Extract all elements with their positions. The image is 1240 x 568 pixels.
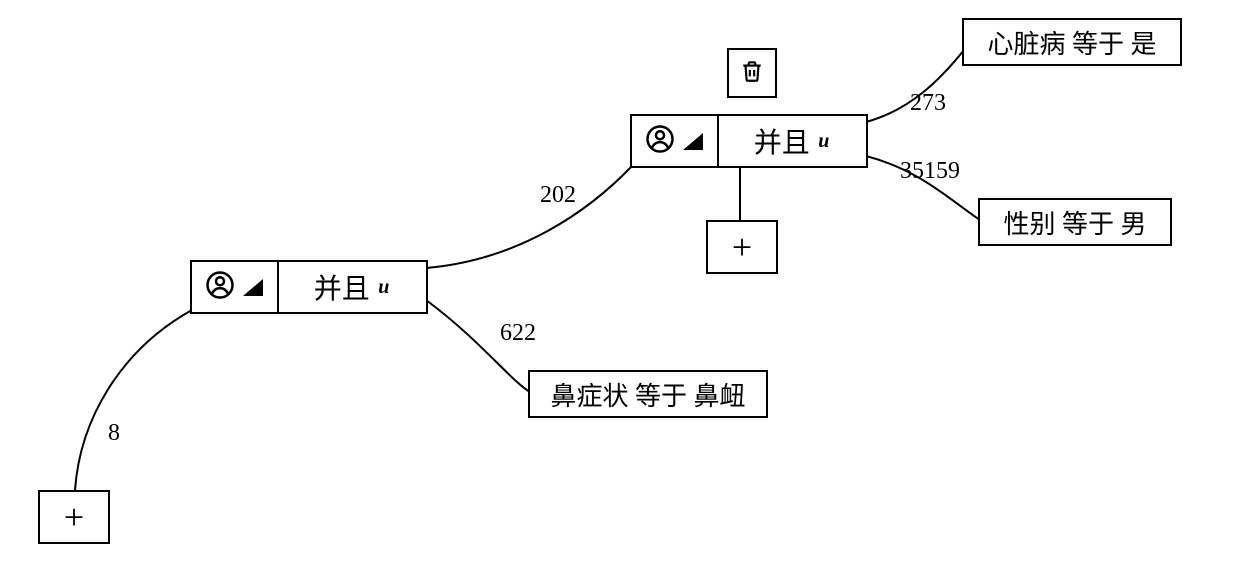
expand-triangle-icon — [683, 133, 703, 150]
add-button[interactable]: + — [706, 220, 778, 274]
operator-node[interactable]: 并且 ᴎ — [190, 260, 428, 314]
edge-label: 273 — [910, 90, 946, 117]
edge — [426, 166, 632, 268]
operator-label-cell: 并且 ᴎ — [279, 262, 426, 312]
edge-label: 202 — [540, 182, 576, 209]
add-button[interactable]: + — [38, 490, 110, 544]
edge-label: 35159 — [900, 158, 960, 185]
plus-icon: + — [732, 229, 752, 265]
bolt-icon: ᴎ — [378, 276, 391, 299]
diagram-canvas: 8 202 622 273 35159 并且 ᴎ 并且 ᴎ + + 鼻症状 等于 鼻衄 心脏病 等于 是… — [0, 0, 1240, 568]
edge-label: 622 — [500, 320, 536, 347]
bolt-icon: ᴎ — [818, 130, 831, 153]
condition-node[interactable]: 鼻症状 等于 鼻衄 — [528, 370, 768, 418]
edges-layer — [0, 0, 1240, 568]
delete-button[interactable] — [727, 48, 777, 98]
operator-icon-cell — [632, 116, 719, 166]
user-icon — [645, 124, 675, 159]
operator-icon-cell — [192, 262, 279, 312]
condition-node[interactable]: 性别 等于 男 — [978, 198, 1172, 246]
user-icon — [205, 270, 235, 305]
operator-label-cell: 并且 ᴎ — [719, 116, 866, 166]
trash-icon — [739, 58, 765, 89]
condition-node[interactable]: 心脏病 等于 是 — [962, 18, 1182, 66]
operator-node[interactable]: 并且 ᴎ — [630, 114, 868, 168]
operator-label: 并且 — [754, 121, 810, 161]
plus-icon: + — [64, 499, 84, 535]
edge — [75, 310, 192, 490]
expand-triangle-icon — [243, 279, 263, 296]
operator-label: 并且 — [314, 267, 370, 307]
edge-label: 8 — [108, 420, 120, 447]
